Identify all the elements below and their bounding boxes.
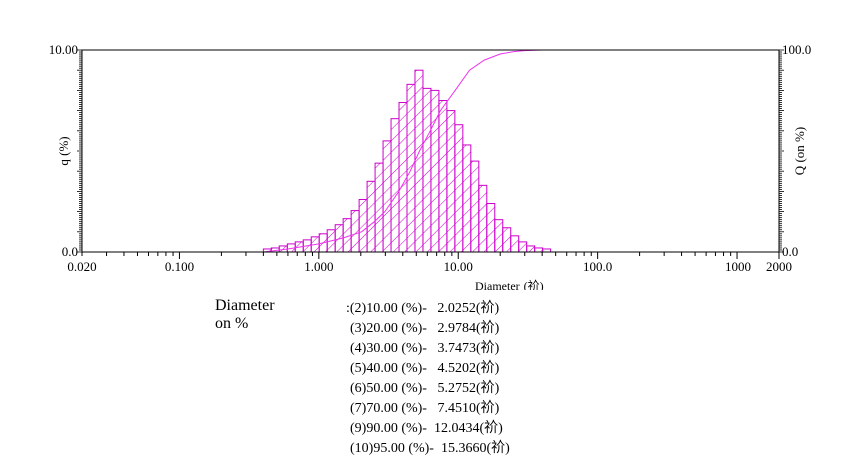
size-distribution-chart: 10.00 0.0 100.0 0.0 q (%) Q (on %) Diame… <box>49 42 812 290</box>
x-axis-title: Diameter (祄) <box>475 278 544 290</box>
y-right-tick-top: 100.0 <box>782 42 811 57</box>
histogram-bar <box>526 245 536 253</box>
cumulative-curve <box>263 49 551 253</box>
y-right-tick-bottom: 0.0 <box>782 244 798 259</box>
result-line: (6)50.00 (%)- 5.2752(祄) <box>350 381 500 396</box>
result-line: (5)40.00 (%)- 4.5202(祄) <box>350 361 500 376</box>
histogram-bar <box>406 83 416 253</box>
histogram-bar <box>358 198 368 253</box>
y-left-tick-bottom: 0.0 <box>62 244 78 259</box>
x-tick-label: 1000 <box>725 259 751 274</box>
histogram-bar <box>374 162 384 253</box>
histogram-bar <box>518 241 528 253</box>
histogram-bar <box>486 203 496 253</box>
x-tick-label: 100.0 <box>583 259 612 274</box>
x-tick-label: 10.00 <box>444 259 473 274</box>
histogram-bar <box>438 100 448 253</box>
histogram-bar <box>366 180 376 253</box>
y-right-axis-title: Q (on %) <box>792 127 807 175</box>
histogram-bar <box>510 235 520 253</box>
x-axis-unit: (祄) <box>524 278 544 290</box>
histogram-bar <box>478 184 488 253</box>
histogram-bar <box>430 89 440 253</box>
histogram-bar <box>422 87 432 253</box>
histogram-bar <box>446 110 456 253</box>
histogram-bar <box>502 227 512 253</box>
y-left-tick-top: 10.00 <box>49 42 78 57</box>
x-tick-label: 2000 <box>766 259 792 274</box>
histogram-bar <box>470 160 480 253</box>
histogram-bar <box>462 144 472 253</box>
x-tick-label: 0.020 <box>67 259 96 274</box>
histogram-bar <box>390 118 400 253</box>
histogram-bar <box>534 247 544 253</box>
histogram-bar <box>350 210 360 253</box>
results-label: Diameter on % <box>215 297 275 332</box>
histogram-bar <box>454 124 464 253</box>
result-line: :(2)10.00 (%)- 2.0252(祄) <box>346 301 500 316</box>
histogram-bar <box>382 140 392 253</box>
result-line: (9)90.00 (%)- 12.0434(祄) <box>350 421 503 436</box>
histogram-bar <box>494 219 504 253</box>
result-line: (7)70.00 (%)- 7.4510(祄) <box>350 401 500 416</box>
x-tick-label: 0.100 <box>165 259 194 274</box>
x-axis-title-text: Diameter <box>475 279 520 290</box>
result-line: (3)20.00 (%)- 2.9784(祄) <box>350 321 500 336</box>
histogram-bars <box>262 69 552 253</box>
result-line: (10)95.00 (%)- 15.3660(祄) <box>350 441 510 456</box>
histogram-bar <box>398 102 408 253</box>
result-line: (4)30.00 (%)- 3.7473(祄) <box>350 341 500 356</box>
y-left-axis-title: q (%) <box>56 136 71 165</box>
x-tick-label: 1.000 <box>304 259 333 274</box>
histogram-bar <box>414 69 424 253</box>
